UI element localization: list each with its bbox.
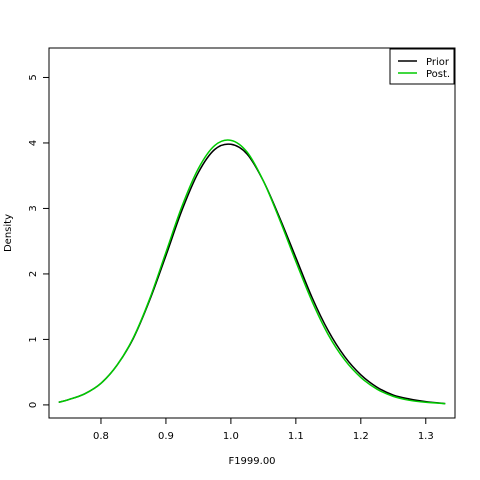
y-tick-label: 4 <box>28 140 39 146</box>
y-axis: 0 1 2 3 4 5 <box>28 74 49 408</box>
legend-label-post: Post. <box>426 69 450 80</box>
y-tick-label: 0 <box>28 402 39 408</box>
legend: Prior Post. <box>389 48 455 85</box>
x-tick-label: 1.3 <box>418 431 434 442</box>
y-tick-label: 2 <box>28 271 39 277</box>
x-tick-label: 1.1 <box>288 431 304 442</box>
series-line-post <box>58 139 446 405</box>
legend-box <box>389 48 455 85</box>
x-tick-label: 0.9 <box>158 431 174 442</box>
x-tick-label: 1.0 <box>223 431 239 442</box>
curves <box>58 139 446 405</box>
y-axis-label: Density <box>3 214 14 252</box>
y-tick-label: 1 <box>28 336 39 342</box>
y-tick-label: 3 <box>28 205 39 211</box>
legend-label-prior: Prior <box>426 57 450 68</box>
y-tick-label: 5 <box>28 74 39 80</box>
plot-frame <box>48 47 456 419</box>
x-axis-label: F1999.00 <box>228 456 275 467</box>
x-tick-label: 0.8 <box>93 431 109 442</box>
x-axis: 0.8 0.9 1.0 1.1 1.2 1.3 <box>93 418 434 442</box>
x-tick-label: 1.2 <box>353 431 369 442</box>
